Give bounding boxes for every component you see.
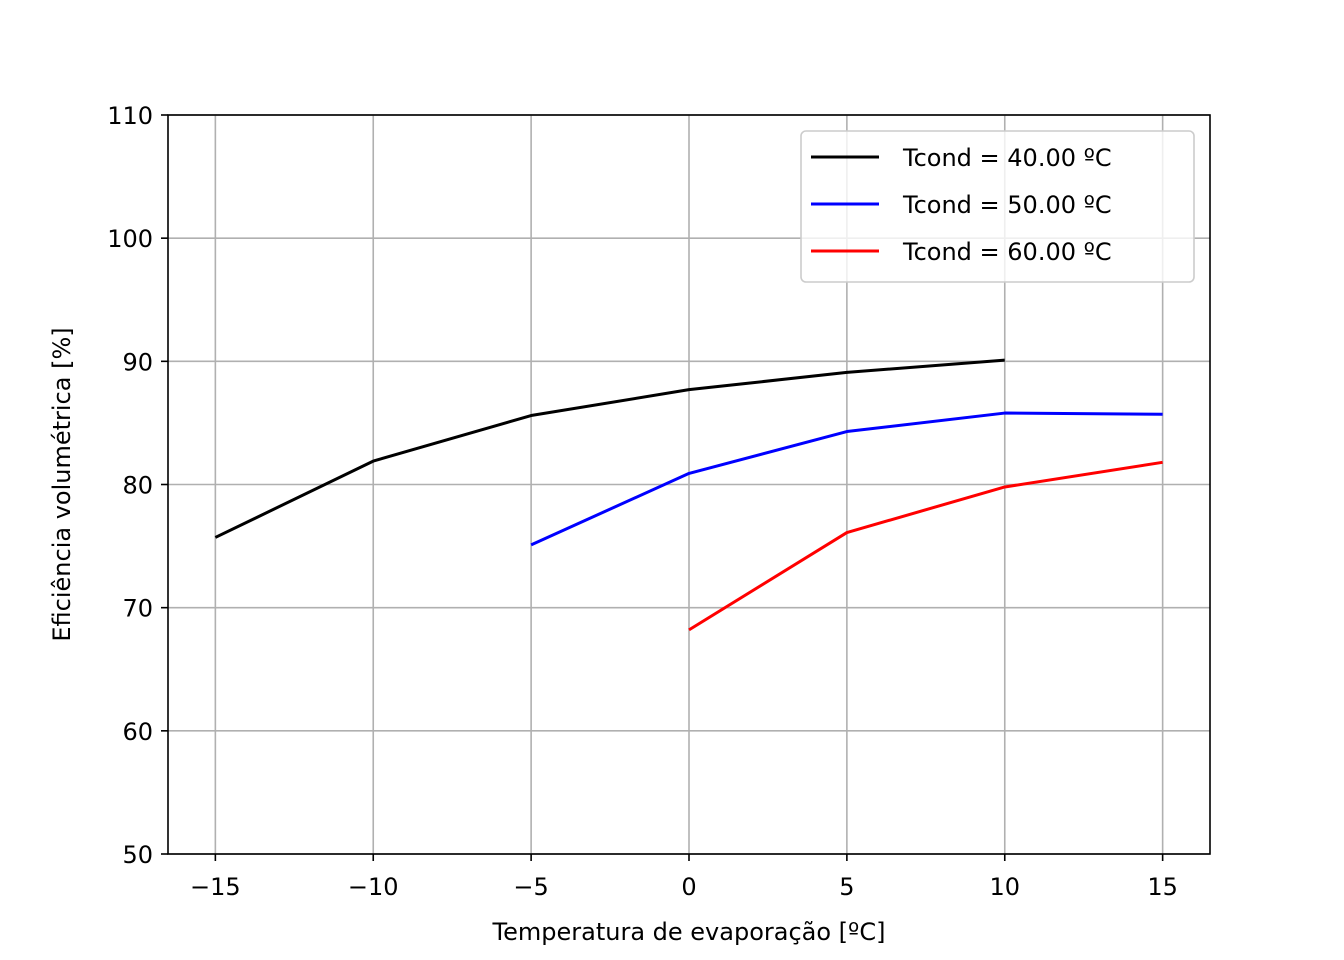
x-tick-label: −5 — [513, 873, 548, 901]
legend-box — [800, 130, 1195, 283]
y-tick-label: 60 — [122, 718, 153, 746]
legend-label: Tcond = 60.00 ºC — [902, 238, 1112, 266]
x-tick-label: −15 — [190, 873, 241, 901]
y-tick-label: 90 — [122, 348, 153, 376]
y-axis-label: Eficiência volumétrica [%] — [48, 327, 76, 641]
x-tick-label: 10 — [989, 873, 1020, 901]
x-tick-label: −10 — [348, 873, 399, 901]
y-tick-label: 80 — [122, 472, 153, 500]
x-axis-label: Temperatura de evaporação [ºC] — [492, 918, 886, 946]
axis-ticks: −15 −10 −5 0 5 10 15 50 60 70 80 90 100 110 — [107, 102, 1178, 901]
x-tick-label: 15 — [1147, 873, 1178, 901]
y-tick-label: 110 — [107, 102, 153, 130]
series-line-3 — [688, 460, 1163, 632]
y-tick-label: 50 — [122, 841, 153, 869]
legend: Tcond = 40.00 ºC Tcond = 50.00 ºC Tcond = … — [800, 130, 1195, 283]
series-line-1 — [214, 358, 1005, 539]
x-tick-label: 5 — [839, 873, 854, 901]
y-tick-label: 70 — [122, 595, 153, 623]
series-lines — [214, 358, 1163, 632]
legend-label: Tcond = 40.00 ºC — [902, 144, 1112, 172]
y-tick-label: 100 — [107, 225, 153, 253]
x-tick-label: 0 — [681, 873, 696, 901]
legend-label: Tcond = 50.00 ºC — [902, 191, 1112, 219]
series-line-2 — [530, 411, 1163, 547]
